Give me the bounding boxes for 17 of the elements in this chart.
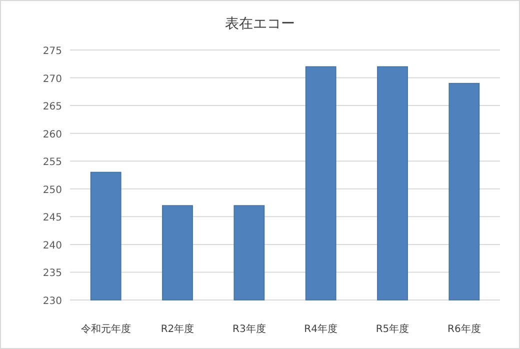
x-tick-label: R3年度 xyxy=(232,323,266,335)
x-tick-label: R4年度 xyxy=(304,323,338,335)
y-tick-label: 260 xyxy=(42,129,62,140)
y-tick-label: 245 xyxy=(42,212,62,224)
chart-title: 表在エコー xyxy=(225,16,295,32)
x-tick-label: R6年度 xyxy=(448,323,481,335)
y-tick-label: 265 xyxy=(42,102,62,113)
x-tick-label: R5年度 xyxy=(376,323,410,335)
y-tick-label: 235 xyxy=(42,268,62,280)
y-tick-label: 275 xyxy=(42,46,62,57)
y-tick-label: 270 xyxy=(42,74,62,85)
y-tick-label: 255 xyxy=(42,157,62,168)
x-tick-label: R2年度 xyxy=(160,323,194,335)
y-tick-label: 240 xyxy=(42,240,62,252)
y-tick-label: 230 xyxy=(42,296,62,307)
x-tick-label: 令和元年度 xyxy=(80,323,131,335)
y-tick-label: 250 xyxy=(42,184,62,196)
